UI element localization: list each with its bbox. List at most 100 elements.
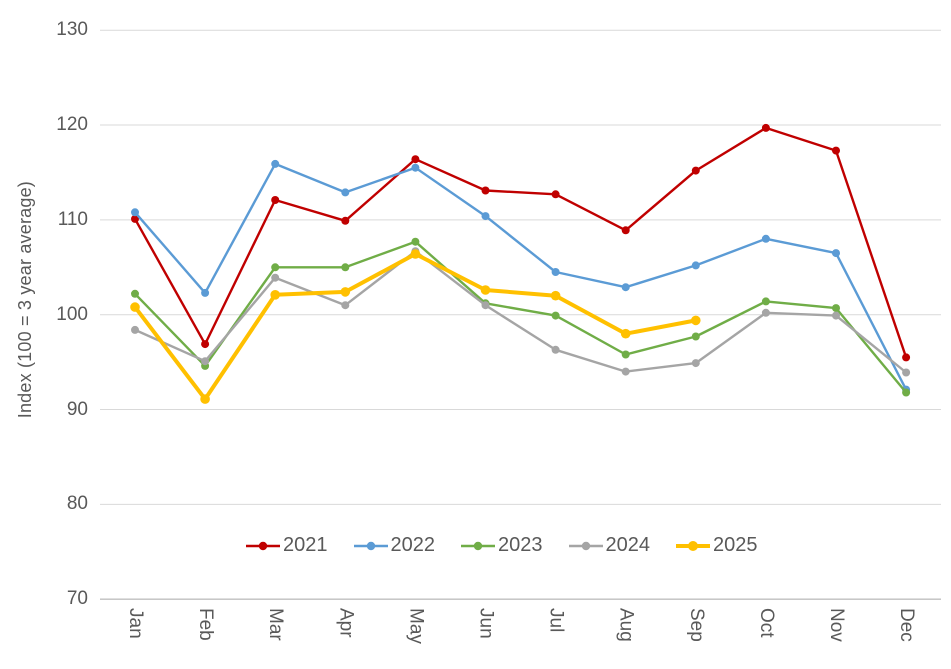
data-point-2024[interactable]	[131, 325, 139, 334]
legend-marker-icon	[461, 541, 495, 550]
data-point-2021[interactable]	[691, 166, 700, 175]
legend-label: 2023	[498, 534, 543, 556]
data-point-2022[interactable]	[201, 288, 210, 297]
x-tick-label-jul: Jul	[545, 608, 567, 633]
data-point-2024[interactable]	[481, 301, 490, 310]
series-line-2021[interactable]	[133, 126, 908, 359]
data-point-2022[interactable]	[691, 261, 700, 270]
series-2023[interactable]	[131, 237, 911, 397]
series-line-2023[interactable]	[133, 240, 908, 394]
y-tick-label: 120	[56, 114, 88, 136]
data-point-2021[interactable]	[131, 214, 139, 223]
legend-label: 2024	[605, 534, 651, 556]
data-point-2023[interactable]	[341, 263, 350, 272]
data-point-2021[interactable]	[201, 340, 210, 349]
y-tick-label: 80	[66, 493, 88, 515]
legend-item-2023[interactable]: 2023	[461, 534, 543, 557]
data-point-2023[interactable]	[271, 263, 280, 272]
data-point-2023[interactable]	[551, 311, 560, 320]
data-point-2024[interactable]	[201, 357, 210, 366]
legend-label: 2025	[713, 534, 758, 556]
y-tick-label: 70	[66, 588, 88, 610]
series-2025[interactable]	[130, 249, 701, 404]
x-tick-label-jan: Jan	[125, 608, 146, 639]
x-tick-label-jun: Jun	[475, 608, 497, 639]
data-point-2021[interactable]	[341, 216, 350, 225]
x-tick-label-feb: Feb	[195, 608, 217, 641]
data-point-2024[interactable]	[271, 273, 280, 282]
series-2021[interactable]	[131, 123, 911, 362]
x-tick-label-nov: Nov	[826, 608, 847, 642]
data-point-2024[interactable]	[902, 368, 911, 377]
data-point-2023[interactable]	[131, 289, 139, 298]
data-point-2022[interactable]	[411, 163, 420, 172]
data-point-2021[interactable]	[902, 353, 911, 362]
data-point-2023[interactable]	[832, 304, 840, 313]
legend-marker-icon	[353, 541, 388, 550]
x-tick-label-may: May	[405, 608, 427, 644]
legend-marker-icon	[246, 541, 280, 550]
data-point-2025[interactable]	[691, 315, 701, 326]
data-point-2022[interactable]	[481, 212, 490, 221]
legend-item-2025[interactable]: 2025	[676, 534, 758, 557]
data-point-2025[interactable]	[620, 328, 631, 339]
data-point-2023[interactable]	[761, 297, 770, 306]
data-point-2025[interactable]	[200, 394, 210, 404]
x-tick-label-aug: Aug	[615, 608, 637, 642]
data-point-2022[interactable]	[761, 234, 770, 243]
data-point-2024[interactable]	[621, 367, 630, 376]
data-point-2024[interactable]	[551, 345, 560, 354]
data-point-2022[interactable]	[832, 249, 840, 258]
data-point-2022[interactable]	[131, 208, 139, 217]
data-point-2025[interactable]	[550, 290, 561, 301]
y-tick-label: 110	[57, 208, 88, 230]
data-point-2024[interactable]	[761, 308, 770, 317]
data-point-2022[interactable]	[271, 159, 280, 168]
legend-marker-icon	[676, 540, 710, 551]
data-point-2023[interactable]	[691, 332, 700, 341]
data-point-2021[interactable]	[551, 190, 560, 199]
data-point-2024[interactable]	[341, 301, 350, 310]
data-point-2021[interactable]	[481, 186, 490, 195]
data-point-2025[interactable]	[340, 287, 351, 297]
data-point-2025[interactable]	[410, 249, 421, 259]
data-point-2021[interactable]	[271, 196, 280, 204]
data-point-2023[interactable]	[902, 388, 911, 397]
data-point-2022[interactable]	[621, 283, 630, 292]
data-point-2024[interactable]	[691, 359, 700, 368]
x-tick-label-apr: Apr	[335, 608, 357, 638]
legend-item-2022[interactable]: 2022	[353, 534, 436, 557]
data-point-2023[interactable]	[411, 237, 420, 246]
series-line-2022[interactable]	[133, 162, 908, 391]
series-line-2024[interactable]	[133, 249, 908, 374]
x-tick-label-sep: Sep	[685, 608, 707, 642]
x-tick-label-dec: Dec	[896, 608, 918, 642]
legend-label: 2021	[283, 534, 328, 556]
series-2024[interactable]	[131, 247, 911, 377]
data-point-2021[interactable]	[621, 226, 630, 235]
data-point-2022[interactable]	[551, 268, 560, 276]
y-tick-label: 130	[56, 19, 88, 41]
y-tick-label: 90	[66, 398, 88, 420]
legend-item-2024[interactable]: 2024	[568, 534, 651, 557]
data-point-2023[interactable]	[621, 350, 630, 359]
data-point-2021[interactable]	[411, 155, 420, 164]
data-point-2025[interactable]	[130, 302, 140, 312]
x-tick-label-mar: Mar	[265, 608, 287, 641]
legend-label: 2022	[390, 534, 436, 556]
legend: 2021 2022 2023 2024 2025	[246, 534, 758, 557]
y-tick-label: 100	[56, 303, 88, 325]
legend-item-2021[interactable]: 2021	[246, 534, 328, 557]
x-tick-label-oct: Oct	[755, 608, 777, 638]
data-point-2022[interactable]	[341, 188, 350, 197]
series-line-2025[interactable]	[133, 252, 698, 402]
series-2022[interactable]	[131, 159, 911, 394]
data-point-2025[interactable]	[480, 285, 491, 295]
data-point-2021[interactable]	[761, 123, 770, 132]
data-point-2024[interactable]	[832, 311, 840, 320]
legend-marker-icon	[568, 541, 603, 550]
data-point-2021[interactable]	[832, 146, 840, 155]
data-point-2025[interactable]	[270, 290, 281, 300]
